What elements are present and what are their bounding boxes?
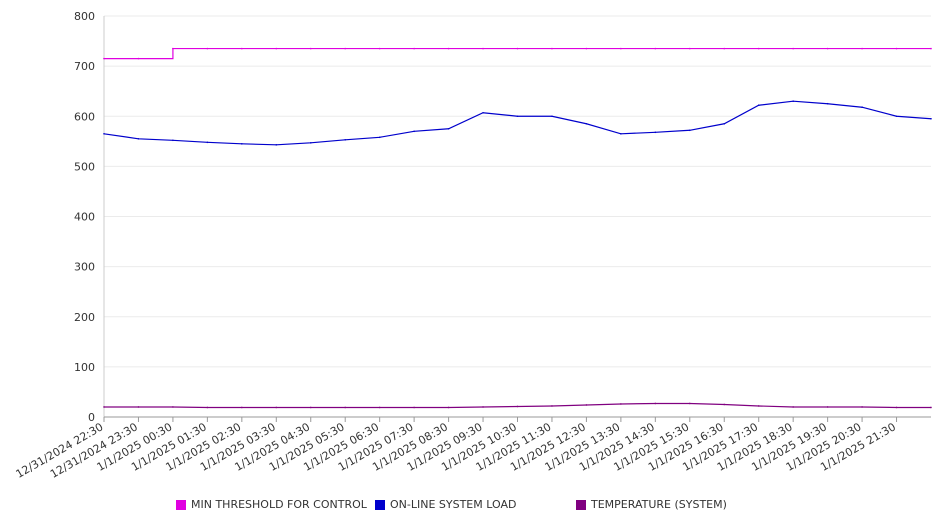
y-tick-label: 200 bbox=[74, 311, 95, 324]
data-point bbox=[654, 131, 657, 134]
data-point bbox=[551, 115, 553, 118]
data-point bbox=[585, 404, 588, 406]
data-point bbox=[275, 47, 278, 50]
series-line bbox=[103, 100, 932, 146]
data-point bbox=[861, 106, 863, 109]
data-point bbox=[826, 102, 829, 105]
data-point bbox=[585, 47, 588, 50]
y-tick-label: 300 bbox=[74, 261, 95, 274]
data-point bbox=[688, 47, 691, 50]
data-point bbox=[654, 402, 657, 405]
data-point bbox=[585, 122, 588, 125]
data-point bbox=[482, 47, 484, 50]
data-point bbox=[172, 47, 174, 50]
data-point bbox=[206, 47, 209, 50]
data-point bbox=[551, 47, 553, 50]
data-point bbox=[930, 47, 932, 50]
legend-swatch bbox=[576, 499, 586, 510]
data-point bbox=[378, 136, 381, 139]
data-point bbox=[620, 47, 622, 50]
y-tick-label: 600 bbox=[74, 110, 95, 123]
data-point bbox=[861, 47, 863, 50]
data-point bbox=[792, 100, 794, 103]
data-point bbox=[516, 405, 519, 408]
data-point bbox=[930, 117, 932, 120]
y-tick-label: 100 bbox=[74, 361, 95, 374]
y-tick-label: 800 bbox=[74, 10, 95, 23]
data-point bbox=[206, 406, 209, 409]
data-point bbox=[826, 406, 829, 408]
data-point bbox=[137, 57, 140, 60]
y-tick-label: 400 bbox=[74, 211, 95, 224]
data-point bbox=[792, 406, 794, 408]
data-point bbox=[103, 406, 105, 408]
data-point bbox=[723, 47, 726, 50]
data-point bbox=[344, 47, 347, 50]
y-tick-label: 0 bbox=[88, 411, 95, 424]
data-point bbox=[447, 406, 450, 409]
data-point bbox=[757, 405, 760, 407]
data-point bbox=[551, 405, 553, 407]
chart-legend: MIN THRESHOLD FOR CONTROL ON-LINE SYSTEM … bbox=[0, 498, 946, 516]
data-point bbox=[413, 406, 415, 409]
data-point bbox=[930, 406, 932, 409]
legend-item[interactable]: TEMPERATURE (SYSTEM) bbox=[576, 498, 727, 511]
legend-swatch bbox=[375, 499, 385, 510]
data-point bbox=[413, 130, 415, 133]
data-point bbox=[309, 142, 312, 144]
data-point bbox=[103, 57, 105, 60]
data-point bbox=[654, 47, 657, 50]
data-point bbox=[309, 406, 312, 409]
legend-label: ON-LINE SYSTEM LOAD bbox=[390, 498, 517, 511]
data-point bbox=[620, 132, 622, 135]
data-point bbox=[757, 47, 760, 50]
data-point bbox=[723, 122, 726, 125]
data-point bbox=[688, 129, 691, 132]
data-point bbox=[516, 115, 519, 118]
y-tick-label: 700 bbox=[74, 60, 95, 73]
data-point bbox=[344, 406, 347, 409]
legend-label: TEMPERATURE (SYSTEM) bbox=[591, 498, 727, 511]
data-point bbox=[344, 139, 347, 141]
data-point bbox=[482, 111, 484, 114]
y-tick-label: 500 bbox=[74, 160, 95, 173]
data-point bbox=[241, 406, 243, 409]
data-point bbox=[137, 406, 140, 408]
legend-label: MIN THRESHOLD FOR CONTROL bbox=[191, 498, 367, 511]
data-point bbox=[620, 403, 622, 405]
data-point bbox=[275, 144, 278, 146]
data-point bbox=[309, 47, 312, 50]
data-point bbox=[172, 139, 174, 142]
data-point bbox=[447, 47, 450, 50]
data-point bbox=[895, 406, 898, 409]
series-line bbox=[104, 47, 931, 60]
data-point bbox=[172, 406, 174, 408]
data-point bbox=[103, 132, 105, 135]
data-point bbox=[861, 406, 863, 408]
legend-item[interactable]: MIN THRESHOLD FOR CONTROL bbox=[176, 498, 367, 511]
legend-swatch bbox=[176, 499, 186, 510]
data-point bbox=[378, 406, 381, 409]
data-point bbox=[895, 47, 898, 50]
data-point bbox=[241, 47, 243, 50]
data-point bbox=[447, 127, 450, 130]
data-point bbox=[757, 104, 760, 107]
data-point bbox=[413, 47, 415, 50]
legend-item[interactable]: ON-LINE SYSTEM LOAD bbox=[375, 498, 516, 511]
data-point bbox=[241, 143, 243, 145]
data-point bbox=[792, 47, 794, 50]
data-point bbox=[688, 402, 691, 405]
data-point bbox=[723, 403, 726, 406]
data-point bbox=[895, 115, 898, 118]
data-point bbox=[137, 138, 140, 140]
data-point bbox=[206, 141, 209, 144]
data-point bbox=[826, 47, 829, 50]
data-point bbox=[516, 47, 519, 50]
data-point bbox=[275, 406, 278, 409]
data-point bbox=[482, 406, 484, 408]
data-point bbox=[378, 47, 381, 50]
